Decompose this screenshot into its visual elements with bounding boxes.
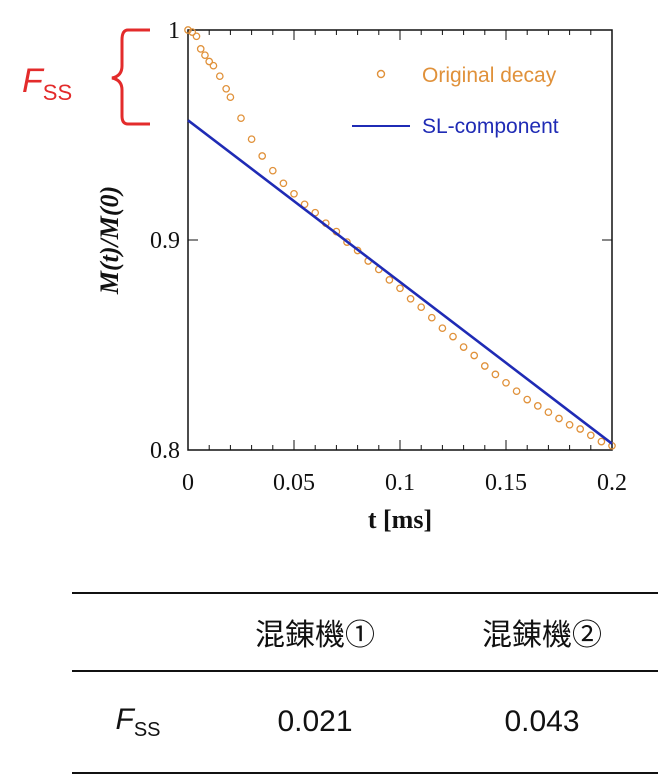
fss-annotation-label: FSS	[22, 64, 72, 104]
original-decay-point	[247, 135, 256, 144]
original-decay-point	[555, 414, 563, 423]
fss-annotation-subscript: SS	[42, 80, 73, 105]
table-row-label-subscript: SS	[133, 718, 161, 741]
original-decay-point	[196, 45, 205, 53]
original-decay-point	[427, 313, 436, 322]
original-decay-point	[201, 51, 209, 60]
x-tick-labels: 0 0.05 0.1 0.15 0.2	[182, 470, 627, 496]
original-decay-point	[279, 179, 288, 188]
x-tick-label: 0	[182, 470, 194, 496]
original-decay-point	[215, 72, 224, 81]
original-decay-point	[209, 61, 218, 70]
legend-label-sl: SL-component	[422, 115, 559, 138]
original-decay-point	[290, 189, 298, 198]
original-decay-point	[184, 26, 192, 34]
series-sl-component	[187, 119, 613, 445]
original-decay-point	[533, 402, 542, 410]
x-tick-label: 0.05	[273, 470, 315, 496]
original-decay-point	[343, 238, 351, 246]
original-decay-point	[226, 93, 235, 102]
original-decay-point	[417, 303, 426, 312]
y-tick-labels: 0.8 0.9 1	[150, 18, 180, 464]
fss-brace-shape	[111, 28, 150, 126]
y-tick-label: 0.9	[150, 228, 180, 254]
table-top-rule	[72, 592, 658, 594]
x-axis-title: t [ms]	[368, 505, 432, 534]
original-decay-point	[470, 351, 479, 360]
plot-frame	[187, 29, 613, 451]
original-decay-point	[205, 57, 214, 66]
sl-component-line	[187, 119, 613, 445]
original-decay-point	[565, 420, 574, 429]
original-decay-point	[438, 324, 447, 333]
original-decay-point	[385, 276, 394, 284]
original-decay-point	[237, 114, 245, 123]
table-header-row: 混錬機① 混錬機②	[72, 594, 658, 670]
original-decay-point	[480, 362, 489, 370]
y-tick-label: 1	[168, 18, 180, 44]
original-decay-point	[449, 332, 457, 341]
x-tick-label: 0.15	[485, 470, 527, 496]
axis-titles: t [ms] M(t)/M(0)	[95, 186, 432, 534]
x-tick-label: 0.1	[385, 470, 415, 496]
results-table: 混錬機① 混錬機② FSS 0.021 0.043	[72, 592, 658, 774]
original-decay-point	[597, 437, 606, 446]
legend-label-original: Original decay	[422, 64, 557, 87]
table-header-mixer-1: 混錬機①	[255, 619, 375, 652]
decay-chart: 0 0.05 0.1 0.15 0.2 0.8 0.9 1 Original decay SL…	[95, 18, 627, 534]
original-decay-point	[406, 294, 415, 303]
original-decay-point	[586, 431, 595, 440]
table-row-fss: FSS 0.021 0.043	[72, 672, 658, 772]
original-decay-point	[502, 378, 510, 387]
original-decay-point	[222, 84, 231, 93]
original-decay-point	[459, 343, 468, 351]
table-bottom-rule	[72, 772, 658, 774]
legend-marker-original	[376, 69, 386, 79]
table-cell-mixer-2-fss: 0.043	[504, 705, 580, 738]
fss-brace	[111, 28, 150, 126]
original-decay-point	[396, 284, 404, 293]
table-middle-rule	[72, 670, 658, 672]
table-row-label-letter: F	[115, 702, 134, 736]
x-tick-label: 0.2	[597, 470, 627, 496]
y-axis-title: M(t)/M(0)	[95, 186, 124, 295]
original-decay-point	[300, 200, 309, 209]
series-original-decay	[184, 26, 616, 450]
fss-annotation-letter: F	[22, 62, 43, 100]
table-cell-mixer-1-fss: 0.021	[277, 705, 353, 738]
original-decay-point	[523, 395, 532, 404]
legend: Original decay SL-component	[352, 64, 559, 138]
original-decay-point	[512, 387, 521, 396]
y-tick-label: 0.8	[150, 438, 180, 464]
original-decay-point	[192, 32, 201, 41]
original-decay-point	[544, 408, 553, 417]
axis-ticks	[187, 29, 613, 451]
table-row-label: FSS	[72, 703, 204, 742]
original-decay-point	[491, 370, 500, 379]
original-decay-point	[188, 28, 197, 36]
plot-area	[187, 29, 613, 451]
original-decay-point	[268, 166, 277, 175]
table-header-mixer-2: 混錬機②	[482, 619, 602, 652]
original-decay-point	[258, 152, 267, 160]
original-decay-point	[576, 425, 585, 433]
